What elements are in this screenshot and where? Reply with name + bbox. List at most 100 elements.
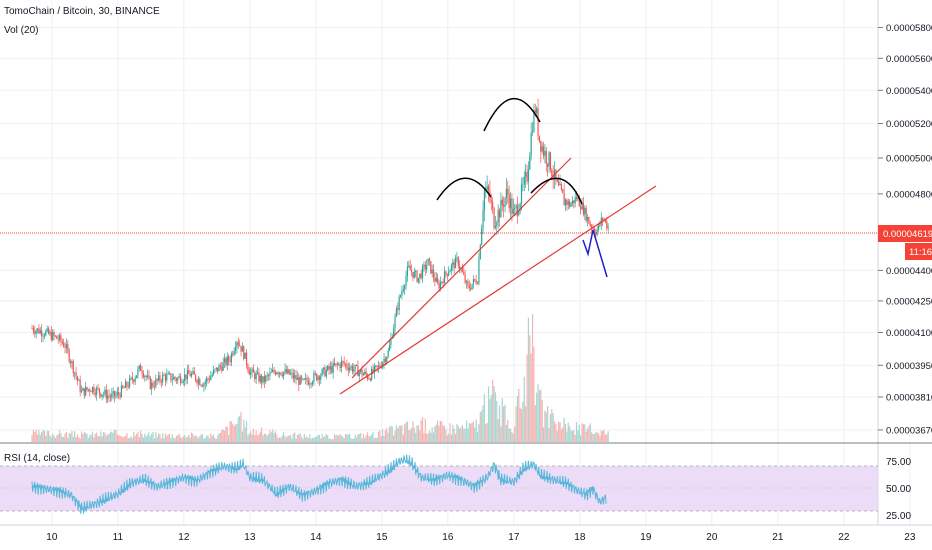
candle-body [219,365,222,367]
price-scale[interactable] [878,0,932,443]
candle-body [556,179,558,182]
volume-bar [498,405,501,442]
volume-bar [573,430,575,442]
time-tick-label: 20 [706,532,718,543]
candle-body [96,387,98,395]
price-candles [31,98,609,404]
right-shoulder-arc[interactable] [530,177,583,205]
volume-bar [390,425,392,442]
candle-body [435,278,437,282]
candle-body [243,346,245,359]
time-tick-labels[interactable]: 10 11 12 13 14 15 16 17 18 19 20 21 22 23 [46,532,916,543]
volume-bar [604,434,607,442]
volume-bar [225,426,227,442]
candle-body [285,369,288,374]
volume-bar [556,430,558,442]
volume-bar [43,430,46,442]
candle-body [340,361,343,368]
candle-body [245,352,248,365]
volume-bar [60,433,62,442]
volume-bar [122,437,124,442]
volume-bar [472,421,475,442]
volume-bar [503,406,505,442]
volume-bar [149,436,151,442]
volume-bar [386,428,388,442]
candle-body [262,376,264,383]
volume-bar [584,424,586,442]
candle-body [302,378,304,380]
volume-bar [555,424,557,442]
candle-body [575,197,578,200]
left-shoulder-arc[interactable] [436,177,492,201]
candle-body [551,170,553,176]
head-arc[interactable] [483,97,541,132]
upper-trendline[interactable] [351,157,572,379]
candle-body [382,362,384,368]
candle-body [409,265,411,271]
time-tick-label: 16 [442,532,454,543]
volume-bar [237,417,239,442]
volume-bar [597,433,600,442]
candle-body [281,374,283,377]
volume-bar [163,438,165,442]
volume-bar [229,421,231,442]
candle-body [602,217,604,221]
candle-body [412,272,414,278]
candle-body [585,207,587,221]
candle-body [493,208,495,228]
candle-body [228,356,230,361]
volume-bar [272,429,274,442]
volume-bar [593,434,596,442]
candle-body [192,371,194,374]
candle-body [492,202,494,209]
volume-bar [78,437,80,442]
volume-bar [45,435,47,442]
volume-bar [508,428,510,442]
candle-body [107,395,109,399]
volume-bar [497,419,499,442]
candle-body [116,392,118,395]
volume-bar [156,437,158,442]
candle-body [533,110,535,132]
lower-trendline[interactable] [339,185,657,395]
candle-body [49,331,51,334]
candle-body [232,353,234,355]
candle-body [426,265,428,270]
candle-body [599,223,601,225]
candle-body [218,365,220,372]
price-tick-label: 0.00003670 [886,425,932,436]
volume-bar [200,434,202,442]
price-tick-label: 0.00003810 [886,393,932,404]
projection-path[interactable] [582,229,608,278]
volume-bar [432,432,435,442]
volume-bar [270,432,272,442]
volume-bar [437,420,439,442]
candle-body [178,376,180,378]
volume-bar [294,432,296,442]
volume-bar [292,433,294,442]
candle-body [402,289,404,292]
volume-bar [120,436,123,442]
candle-body [364,371,366,374]
volume-bar [361,438,363,442]
volume-bar [244,427,246,442]
volume-bar [375,437,377,442]
volume-bar [421,417,424,442]
volume-bar [222,429,224,442]
volume-bar [185,437,187,442]
candle-body [501,199,503,205]
candle-body [322,367,325,370]
candle-body [47,328,50,334]
volume-bar [69,433,72,442]
current-price-badge[interactable] [878,225,932,242]
volume-bar [343,438,345,442]
candle-body [518,211,520,216]
candle-body [563,193,565,206]
volume-bar [170,438,172,442]
volume-bar [151,433,153,442]
volume-bar [456,424,458,442]
volume-bar [332,438,334,442]
volume-bar [522,401,524,442]
volume-bar [470,423,472,442]
